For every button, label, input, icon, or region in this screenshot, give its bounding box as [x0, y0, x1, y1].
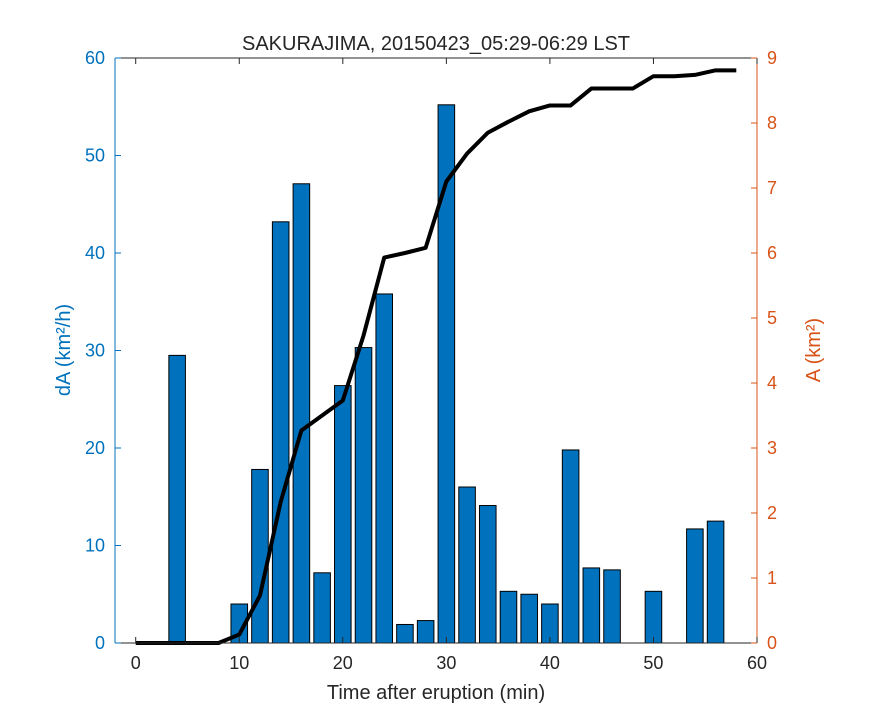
y-tick-label-right: 4 — [767, 373, 777, 393]
bar — [644, 590, 663, 644]
bar — [686, 528, 704, 644]
y-tick-label-right: 5 — [767, 308, 777, 328]
bar — [354, 347, 373, 644]
x-tick-label: 40 — [540, 653, 560, 673]
x-axis-label: Time after eruption (min) — [327, 682, 545, 704]
y-tick-label-right: 8 — [767, 113, 777, 133]
y-tick-label-left: 10 — [85, 536, 105, 556]
y-tick-label-left: 30 — [85, 341, 105, 361]
chart-title: SAKURAJIMA, 20150423_05:29-06:29 LST — [242, 33, 630, 55]
y-tick-label-left: 60 — [85, 48, 105, 68]
y-tick-label-left: 20 — [85, 438, 105, 458]
bar — [706, 520, 725, 644]
bar — [478, 505, 497, 644]
bar — [313, 572, 331, 644]
bar — [271, 221, 290, 644]
bar — [334, 385, 352, 644]
bar — [375, 293, 394, 644]
x-tick-label: 0 — [131, 653, 141, 673]
bars-layer — [168, 104, 725, 644]
x-tick-label: 50 — [643, 653, 663, 673]
bar — [416, 620, 435, 644]
x-tick-label: 60 — [747, 653, 767, 673]
bar — [292, 183, 311, 644]
plot-area — [115, 58, 757, 643]
bar — [396, 623, 414, 644]
y-tick-label-right: 9 — [767, 48, 777, 68]
bar — [499, 590, 518, 644]
y-tick-label-left: 40 — [85, 243, 105, 263]
y-tick-label-right: 0 — [767, 633, 777, 653]
bar — [603, 569, 621, 644]
y-tick-label-left: 50 — [85, 146, 105, 166]
x-tick-label: 30 — [436, 653, 456, 673]
x-tick-label: 10 — [229, 653, 249, 673]
line-layer — [135, 68, 737, 645]
bar — [251, 468, 269, 644]
bar — [520, 593, 538, 644]
y-axis-label-right: A (km²) — [803, 318, 825, 382]
bar — [582, 567, 601, 644]
y-tick-label-left: 0 — [95, 633, 105, 653]
x-tick-label: 20 — [333, 653, 353, 673]
y-tick-label-right: 7 — [767, 178, 777, 198]
bar — [458, 486, 476, 644]
y-tick-label-right: 3 — [767, 438, 777, 458]
series-line-cumulative-area — [135, 68, 737, 645]
y-axis-label-left: dA (km²/h) — [53, 304, 75, 396]
bar — [168, 354, 186, 644]
y-tick-label-right: 6 — [767, 243, 777, 263]
y-tick-label-right: 1 — [767, 568, 777, 588]
bar — [561, 449, 580, 644]
y-tick-label-right: 2 — [767, 503, 777, 523]
